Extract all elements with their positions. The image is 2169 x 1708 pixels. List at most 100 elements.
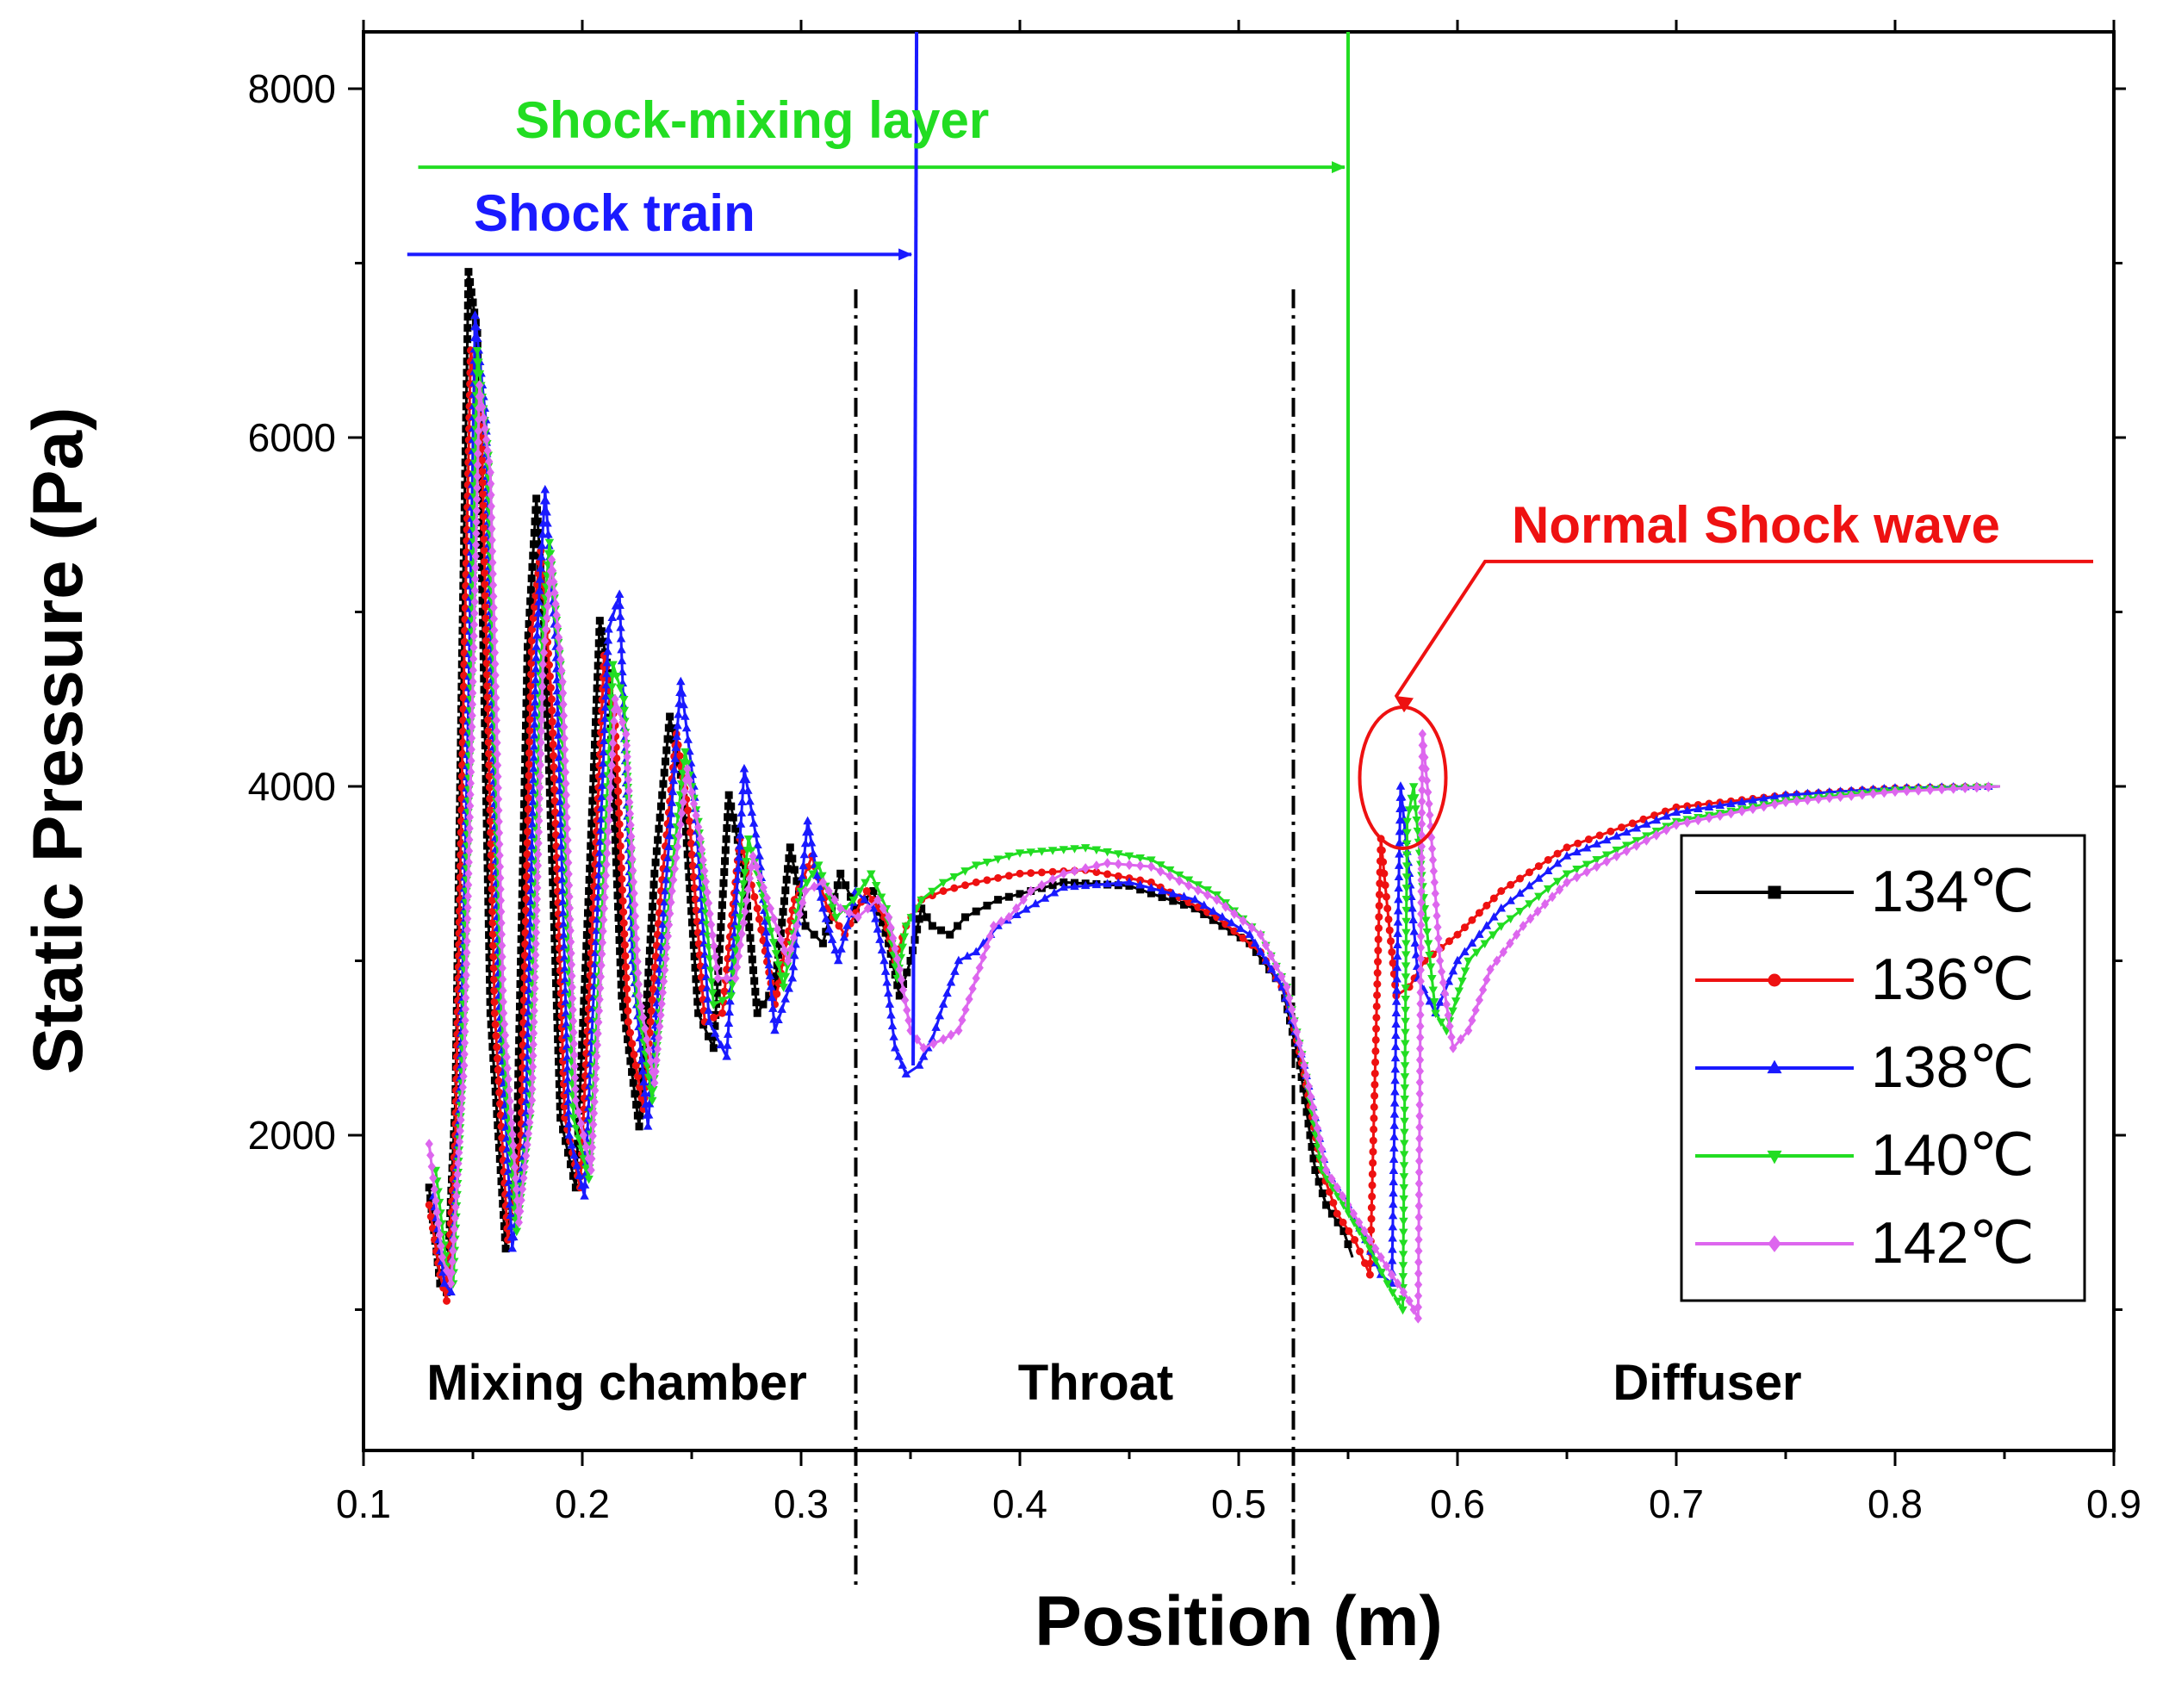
- data-point-marker: [741, 906, 749, 917]
- data-point-marker: [1401, 851, 1412, 860]
- data-point-marker: [1415, 1054, 1425, 1065]
- data-point-marker: [562, 1074, 573, 1084]
- data-point-marker: [842, 881, 850, 890]
- data-point-marker: [1194, 885, 1203, 896]
- data-point-marker: [601, 870, 611, 881]
- data-point-marker: [629, 1078, 637, 1087]
- data-point-marker: [462, 970, 470, 981]
- data-point-marker: [594, 1005, 604, 1016]
- data-point-marker: [732, 936, 743, 945]
- data-point-marker: [997, 916, 1006, 927]
- data-point-marker: [768, 939, 779, 947]
- data-point-marker: [739, 763, 749, 773]
- data-point-marker: [1311, 1166, 1320, 1174]
- data-point-marker: [1277, 971, 1286, 982]
- data-point-marker: [1482, 974, 1491, 985]
- data-point-marker: [767, 992, 777, 1002]
- data-point-marker: [1442, 999, 1451, 1010]
- data-point-marker: [618, 885, 627, 894]
- data-point-marker: [558, 687, 568, 699]
- data-point-marker: [1534, 892, 1544, 902]
- data-point-marker: [643, 991, 651, 999]
- data-point-marker: [549, 740, 557, 748]
- data-point-marker: [1261, 940, 1271, 951]
- data-point-marker: [641, 1022, 649, 1034]
- data-point-marker: [1460, 923, 1469, 932]
- data-point-marker: [833, 881, 842, 890]
- data-point-marker: [548, 717, 556, 726]
- legend-items: [1695, 885, 1854, 1252]
- data-point-marker: [1027, 869, 1035, 878]
- data-point-marker: [608, 737, 618, 748]
- data-point-marker: [631, 1090, 639, 1098]
- data-point-marker: [1184, 880, 1193, 891]
- data-point-marker: [639, 1077, 649, 1086]
- data-point-marker: [855, 887, 864, 897]
- data-point-marker: [884, 988, 893, 997]
- data-point-marker: [1370, 1080, 1379, 1089]
- x-tick-label: 0.9: [2086, 1481, 2141, 1526]
- normal-shock-wave-circle: [1358, 705, 1448, 850]
- data-point-marker: [1389, 1177, 1398, 1186]
- data-point-marker: [534, 826, 544, 837]
- data-point-marker: [618, 991, 626, 1000]
- data-point-marker: [471, 539, 481, 550]
- data-point-marker: [1091, 846, 1102, 855]
- data-point-marker: [566, 914, 575, 925]
- data-point-marker: [595, 617, 604, 625]
- data-point-marker: [480, 557, 488, 566]
- data-point-marker: [700, 866, 709, 877]
- data-point-marker: [534, 848, 543, 860]
- data-point-marker: [802, 879, 812, 888]
- data-point-marker: [983, 876, 991, 885]
- data-point-marker: [663, 930, 672, 941]
- data-point-marker: [469, 687, 477, 699]
- data-point-marker: [842, 921, 852, 929]
- data-point-marker: [541, 495, 550, 505]
- data-point-marker: [438, 1251, 447, 1263]
- data-point-marker: [889, 1032, 898, 1040]
- data-point-marker: [607, 683, 617, 692]
- data-point-marker: [1716, 810, 1725, 822]
- data-point-marker: [950, 884, 959, 892]
- data-point-marker: [903, 968, 911, 977]
- data-point-marker: [1415, 1155, 1424, 1167]
- data-point-marker: [677, 688, 687, 697]
- data-point-marker: [743, 835, 754, 844]
- data-point-marker: [656, 802, 665, 811]
- data-point-marker: [1445, 1021, 1454, 1032]
- data-point-marker: [1396, 792, 1407, 801]
- data-point-marker: [526, 681, 535, 690]
- data-point-marker: [518, 1183, 527, 1195]
- data-point-marker: [531, 653, 541, 661]
- data-point-marker: [567, 947, 575, 959]
- data-point-marker: [1478, 984, 1488, 996]
- data-point-marker: [1169, 897, 1178, 905]
- data-point-marker: [1651, 815, 1662, 824]
- data-point-marker: [570, 1072, 580, 1084]
- data-point-marker: [736, 940, 744, 951]
- data-point-marker: [616, 958, 625, 966]
- region-label-throat: Throat: [1018, 1355, 1173, 1411]
- series-142℃: [425, 380, 2000, 1324]
- data-point-marker: [466, 800, 475, 811]
- data-point-marker: [786, 943, 795, 955]
- data-point-marker: [1374, 924, 1383, 933]
- data-point-marker: [1395, 781, 1406, 790]
- data-point-marker: [1482, 901, 1491, 910]
- data-point-marker: [1399, 1151, 1409, 1159]
- data-point-marker: [1297, 1048, 1306, 1060]
- data-point-marker: [569, 1038, 578, 1049]
- data-point-marker: [646, 1055, 656, 1066]
- data-point-marker: [525, 782, 533, 791]
- data-point-marker: [493, 1054, 501, 1063]
- data-point-marker: [1175, 875, 1184, 886]
- data-point-marker: [496, 884, 505, 895]
- data-point-marker: [1671, 807, 1681, 817]
- data-point-marker: [564, 1119, 574, 1127]
- data-point-marker: [801, 922, 810, 930]
- data-point-marker: [615, 935, 624, 944]
- data-point-marker: [527, 575, 536, 583]
- data-point-marker: [495, 850, 504, 861]
